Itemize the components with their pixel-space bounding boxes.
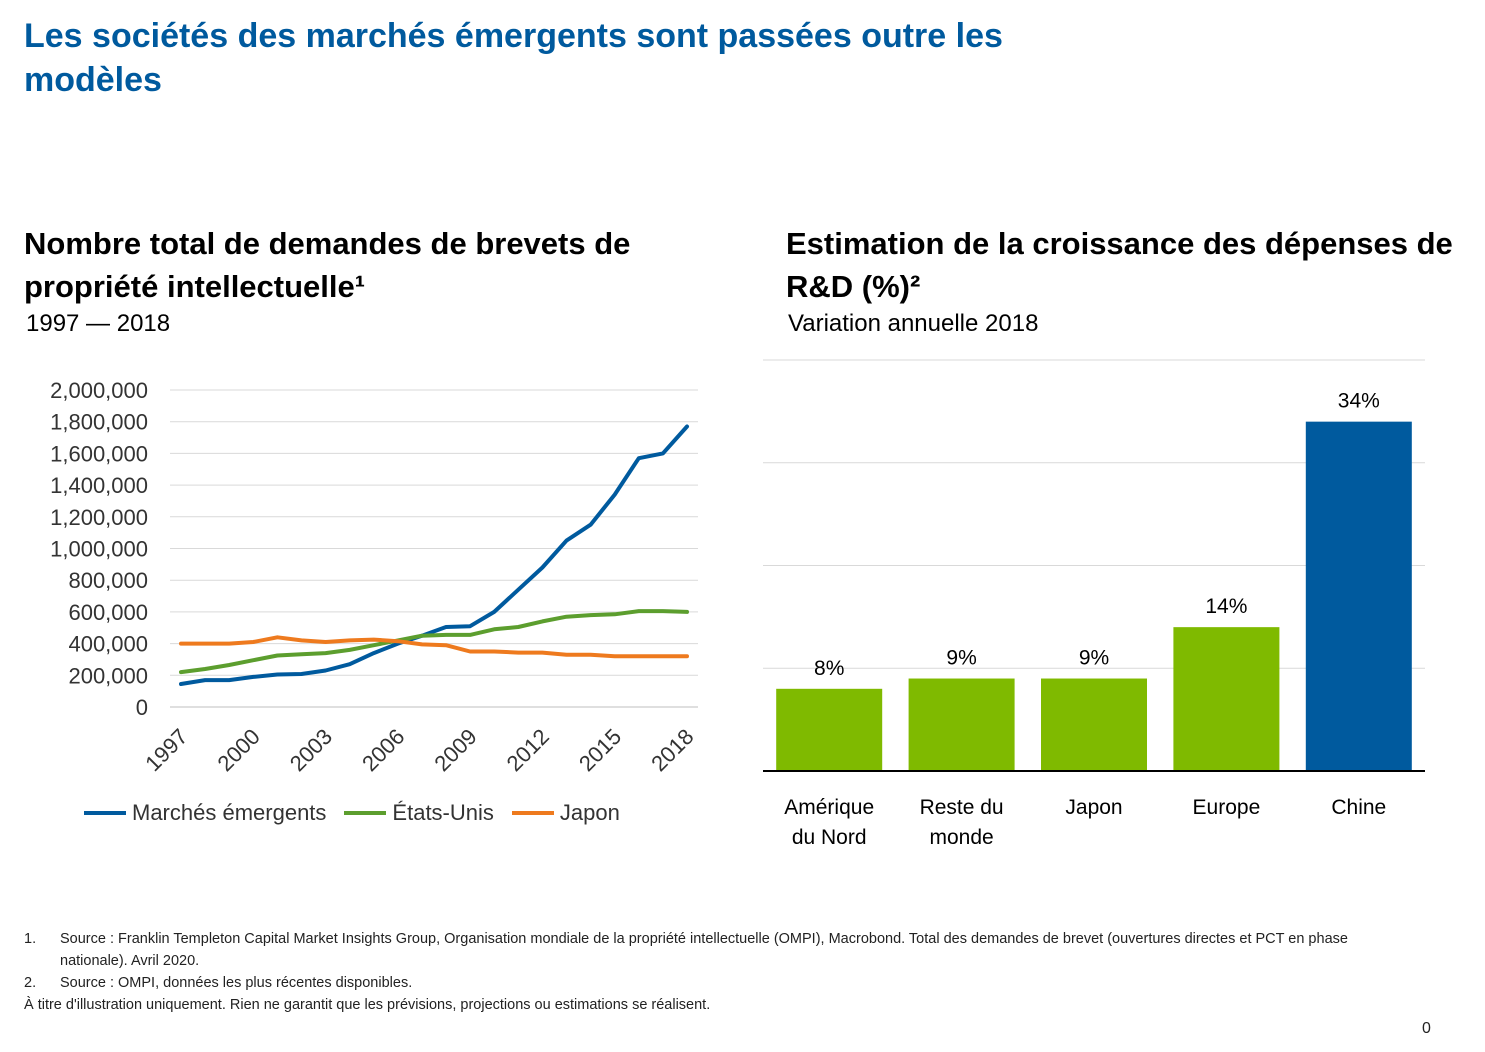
bar xyxy=(908,678,1015,771)
series-line xyxy=(179,635,689,659)
disclaimer: À titre d'illustration uniquement. Rien … xyxy=(24,997,711,1013)
y-tick-label: 600,000 xyxy=(68,600,148,625)
line-chart: 0 200,000 400,000 600,000 800,000 1,000,000 1,… xyxy=(50,378,698,776)
x-tick-label: 2015 xyxy=(574,724,626,776)
bar xyxy=(1305,421,1412,771)
legend-item: Japon xyxy=(511,800,620,826)
line-chart-title: Nombre total de demandes de brevets de p… xyxy=(24,226,631,304)
series-line xyxy=(179,609,689,675)
line-chart-subtitle: 1997 — 2018 xyxy=(26,310,171,337)
legend-label: Marchés émergents xyxy=(132,800,327,825)
legend-item: États-Unis xyxy=(344,800,494,826)
bar-chart: 8% Amérique du Nord 9% Reste du monde 9% Japon 1… xyxy=(763,359,1425,849)
y-tick-label: 800,000 xyxy=(68,568,148,593)
category-label: monde xyxy=(929,826,993,849)
y-tick-label: 200,000 xyxy=(68,663,148,688)
y-tick-label: 1,600,000 xyxy=(50,441,148,466)
x-tick-label: 2006 xyxy=(357,724,409,776)
x-tick-label: 2000 xyxy=(213,724,265,776)
category-label: Japon xyxy=(1065,796,1122,819)
x-tick-label: 2003 xyxy=(285,724,337,776)
y-tick-label: 400,000 xyxy=(68,632,148,657)
series-line xyxy=(179,424,689,686)
bar-value-label: 34% xyxy=(1338,390,1380,413)
footnote-text: Source : OMPI, données les plus récentes… xyxy=(60,975,413,991)
y-tick-label: 1,000,000 xyxy=(50,537,148,562)
bar-chart-title: Estimation de la croissance des dépenses… xyxy=(786,226,1453,304)
legend-swatch xyxy=(84,811,126,815)
category-label: Reste du xyxy=(920,796,1004,819)
bar-value-label: 9% xyxy=(1079,647,1109,670)
legend-item: Marchés émergents xyxy=(84,800,326,826)
bar-chart-subtitle: Variation annuelle 2018 xyxy=(788,310,1039,337)
line-chart-legend: Marchés émergents États-Unis Japon xyxy=(84,800,638,826)
y-tick-label: 1,400,000 xyxy=(50,473,148,498)
legend-label: Japon xyxy=(559,800,620,825)
footnote-2: 2. Source : OMPI, données les plus récen… xyxy=(24,972,1404,994)
page-title: Les sociétés des marchés émergents sont … xyxy=(24,17,1003,99)
y-tick-label: 1,800,000 xyxy=(50,410,148,435)
y-tick-label: 1,200,000 xyxy=(50,505,148,530)
category-label: du Nord xyxy=(792,826,867,849)
y-tick-label: 2,000,000 xyxy=(50,378,148,403)
legend-swatch xyxy=(344,811,387,815)
category-label: Europe xyxy=(1193,796,1261,819)
bar-value-label: 8% xyxy=(814,657,844,680)
x-tick-label: 2012 xyxy=(502,724,554,776)
x-tick-label: 2018 xyxy=(646,724,698,776)
bar xyxy=(1173,627,1280,771)
bar-value-label: 9% xyxy=(946,647,976,670)
footnote-text: Source : Franklin Templeton Capital Mark… xyxy=(60,931,1348,969)
footnote-number: 1. xyxy=(24,931,37,947)
bar xyxy=(776,688,883,771)
category-label: Amérique xyxy=(784,796,874,819)
category-label: Chine xyxy=(1331,796,1386,819)
x-tick-label: 2009 xyxy=(429,724,481,776)
page-number: 0 xyxy=(1422,1020,1431,1037)
legend-swatch xyxy=(511,811,554,815)
footnote-number: 2. xyxy=(24,975,37,991)
legend-label: États-Unis xyxy=(392,800,494,825)
y-tick-label: 0 xyxy=(136,695,148,720)
bar xyxy=(1041,678,1147,771)
footnotes: 1. Source : Franklin Templeton Capital M… xyxy=(24,928,1404,1016)
footnote-1: 1. Source : Franklin Templeton Capital M… xyxy=(24,928,1404,972)
bar-value-label: 14% xyxy=(1205,595,1247,618)
x-tick-label: 1997 xyxy=(140,724,192,776)
